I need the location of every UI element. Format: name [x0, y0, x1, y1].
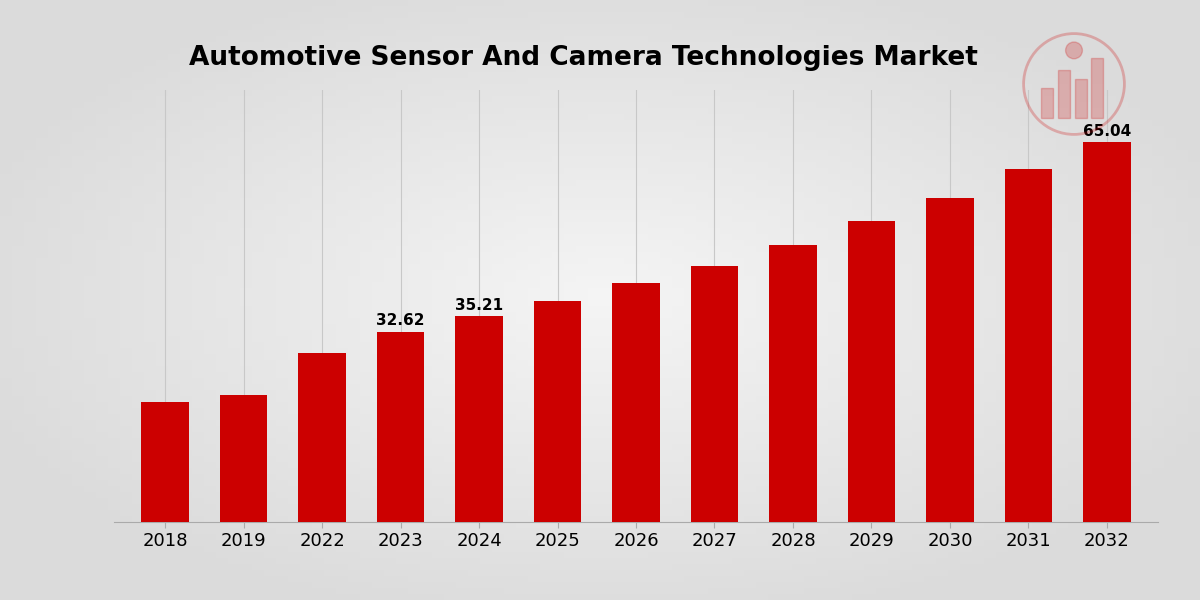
Title: Automotive Sensor And Camera Technologies Market: Automotive Sensor And Camera Technologie… — [190, 45, 978, 71]
Bar — [377, 332, 424, 522]
Bar — [612, 283, 660, 522]
Text: 65.04: 65.04 — [1082, 124, 1132, 139]
Bar — [534, 301, 581, 522]
Text: 32.62: 32.62 — [377, 313, 425, 328]
Text: 35.21: 35.21 — [455, 298, 503, 313]
Bar — [1075, 79, 1087, 118]
Bar — [691, 266, 738, 522]
Bar — [299, 353, 346, 522]
Bar — [769, 245, 816, 522]
Bar — [1004, 169, 1052, 522]
Circle shape — [1066, 42, 1082, 59]
Bar — [926, 198, 973, 522]
Bar — [1084, 142, 1130, 522]
Bar — [1058, 70, 1070, 118]
Bar — [456, 316, 503, 522]
Bar — [1042, 88, 1054, 118]
Bar — [1092, 58, 1104, 118]
Bar — [142, 403, 188, 522]
Bar — [848, 221, 895, 522]
Bar — [220, 395, 268, 522]
